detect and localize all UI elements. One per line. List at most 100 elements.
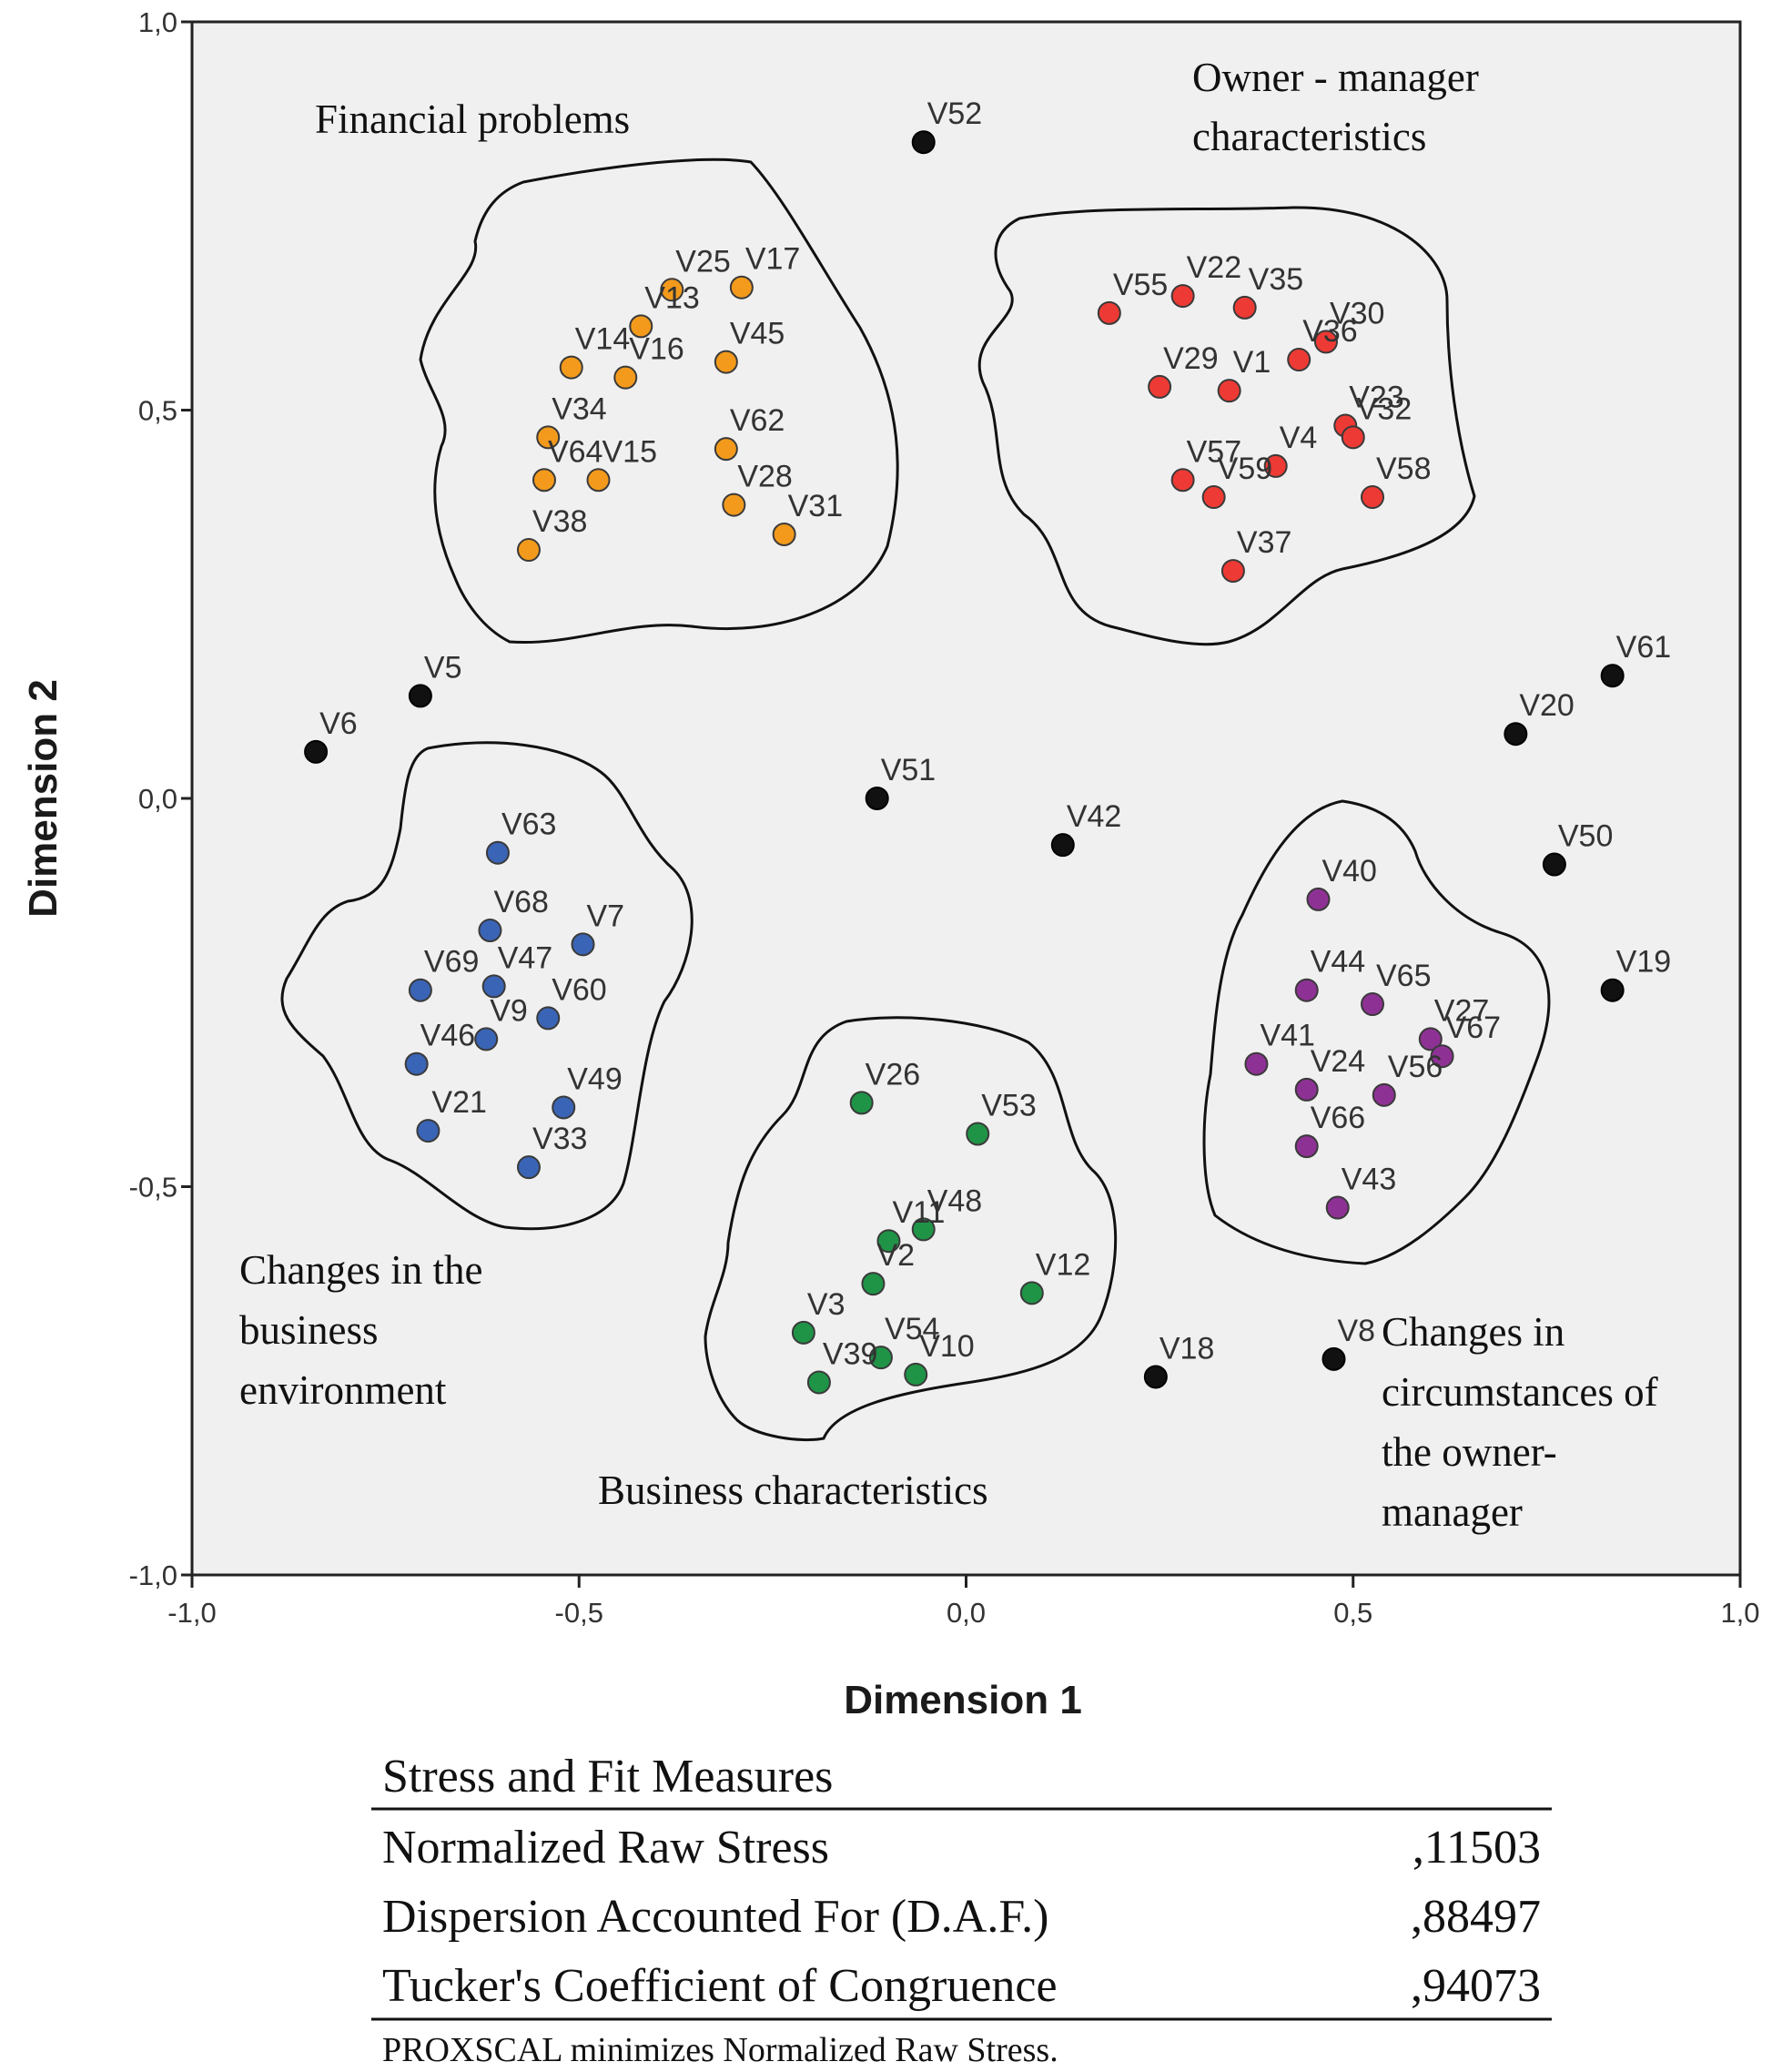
point-label-v8: V8 xyxy=(1337,1314,1375,1348)
point-label-v55: V55 xyxy=(1113,268,1169,302)
point-v33 xyxy=(516,1155,541,1180)
point-label-v10: V10 xyxy=(919,1329,975,1364)
point-v7 xyxy=(571,932,595,957)
point-label-v50: V50 xyxy=(1558,819,1614,854)
point-label-v35: V35 xyxy=(1249,262,1304,297)
cluster-label-environment: Changes in the xyxy=(239,1247,482,1293)
table-row-label: Dispersion Accounted For (D.A.F.) xyxy=(382,1891,1048,1943)
point-v58 xyxy=(1361,485,1385,510)
point-label-v40: V40 xyxy=(1321,854,1377,889)
point-label-v15: V15 xyxy=(602,434,658,469)
point-label-v37: V37 xyxy=(1237,525,1292,560)
point-v68 xyxy=(478,919,502,943)
point-label-v54: V54 xyxy=(885,1312,940,1346)
point-label-v4: V4 xyxy=(1280,421,1318,455)
point-v21 xyxy=(416,1119,440,1143)
point-label-v19: V19 xyxy=(1616,945,1672,980)
cluster-label-circumstances: the owner- xyxy=(1382,1429,1557,1475)
point-label-v69: V69 xyxy=(424,945,479,980)
point-label-v38: V38 xyxy=(532,504,588,539)
point-v17 xyxy=(729,275,754,300)
cluster-label-circumstances: Changes in xyxy=(1382,1309,1564,1355)
point-v18 xyxy=(1143,1365,1168,1389)
point-label-v64: V64 xyxy=(548,434,603,469)
point-v8 xyxy=(1321,1346,1346,1371)
point-label-v52: V52 xyxy=(927,96,982,131)
point-label-v17: V17 xyxy=(745,242,801,277)
point-label-v20: V20 xyxy=(1519,688,1575,723)
point-v38 xyxy=(516,538,541,563)
y-tick-label: -1,0 xyxy=(129,1559,177,1591)
point-label-v36: V36 xyxy=(1302,314,1358,349)
point-v36 xyxy=(1287,348,1311,372)
point-label-v14: V14 xyxy=(575,322,631,357)
point-label-v65: V65 xyxy=(1376,959,1432,993)
point-v64 xyxy=(532,468,556,493)
point-v54 xyxy=(868,1346,893,1370)
x-tick-label: -0,5 xyxy=(555,1597,603,1629)
point-v24 xyxy=(1294,1077,1319,1102)
point-v15 xyxy=(586,468,611,493)
table-title: Stress and Fit Measures xyxy=(382,1751,833,1803)
point-label-v27: V27 xyxy=(1434,993,1490,1028)
point-v1 xyxy=(1217,379,1241,403)
table-row-value: ,94073 xyxy=(1411,1960,1541,2012)
point-v11 xyxy=(876,1229,901,1254)
point-label-v56: V56 xyxy=(1388,1050,1443,1084)
point-label-v41: V41 xyxy=(1260,1019,1315,1053)
point-v40 xyxy=(1306,887,1331,911)
point-v56 xyxy=(1372,1082,1396,1107)
point-label-v48: V48 xyxy=(927,1183,982,1218)
x-tick-label: 0,5 xyxy=(1333,1597,1372,1629)
point-v28 xyxy=(722,493,746,517)
x-tick-label: 0,0 xyxy=(947,1597,986,1629)
table-row-value: ,88497 xyxy=(1411,1891,1541,1943)
point-v34 xyxy=(536,425,561,450)
point-v31 xyxy=(772,522,796,546)
table-row-label: Tucker's Coefficient of Congruence xyxy=(382,1960,1058,2012)
point-label-v67: V67 xyxy=(1446,1011,1502,1045)
point-v9 xyxy=(474,1027,499,1051)
point-v51 xyxy=(865,787,889,810)
point-v48 xyxy=(911,1217,936,1242)
x-tick-label: 1,0 xyxy=(1720,1597,1759,1629)
point-v44 xyxy=(1294,978,1319,1002)
cluster-label-environment: environment xyxy=(239,1367,447,1413)
point-label-v2: V2 xyxy=(876,1238,915,1273)
point-label-v53: V53 xyxy=(981,1088,1037,1122)
y-tick-label: 0,5 xyxy=(138,395,177,427)
point-v55 xyxy=(1097,300,1121,325)
point-label-v39: V39 xyxy=(823,1336,878,1371)
point-label-v42: V42 xyxy=(1067,799,1122,834)
point-label-v7: V7 xyxy=(587,899,625,933)
point-v32 xyxy=(1341,425,1365,450)
point-label-v61: V61 xyxy=(1616,630,1672,665)
y-tick-label: 1,0 xyxy=(138,6,177,38)
point-label-v34: V34 xyxy=(552,391,607,426)
point-v59 xyxy=(1201,485,1226,510)
point-v26 xyxy=(849,1091,874,1115)
cluster-label-owner: characteristics xyxy=(1192,114,1426,159)
point-v22 xyxy=(1170,284,1195,309)
point-label-v49: V49 xyxy=(567,1061,623,1096)
point-v61 xyxy=(1600,664,1625,688)
cluster-labels: Financial problems Owner - manager charact… xyxy=(239,55,1658,1535)
outline-business-environment xyxy=(280,741,694,1231)
y-axis-title: Dimension 2 xyxy=(21,679,66,918)
point-label-v45: V45 xyxy=(730,317,785,351)
point-v5 xyxy=(408,684,432,708)
point-v50 xyxy=(1542,852,1566,877)
point-v45 xyxy=(714,350,738,374)
point-label-v13: V13 xyxy=(644,280,700,315)
point-label-v12: V12 xyxy=(1036,1247,1091,1282)
point-v46 xyxy=(404,1051,429,1076)
cluster-label-business: Business characteristics xyxy=(598,1468,988,1513)
point-v66 xyxy=(1294,1134,1319,1159)
point-label-v3: V3 xyxy=(807,1287,845,1322)
point-label-v26: V26 xyxy=(866,1057,921,1092)
point-label-v23: V23 xyxy=(1349,381,1404,415)
point-v42 xyxy=(1050,833,1075,858)
table-note: PROXSCAL minimizes Normalized Raw Stress… xyxy=(382,2031,1058,2069)
point-v27 xyxy=(1418,1027,1443,1051)
